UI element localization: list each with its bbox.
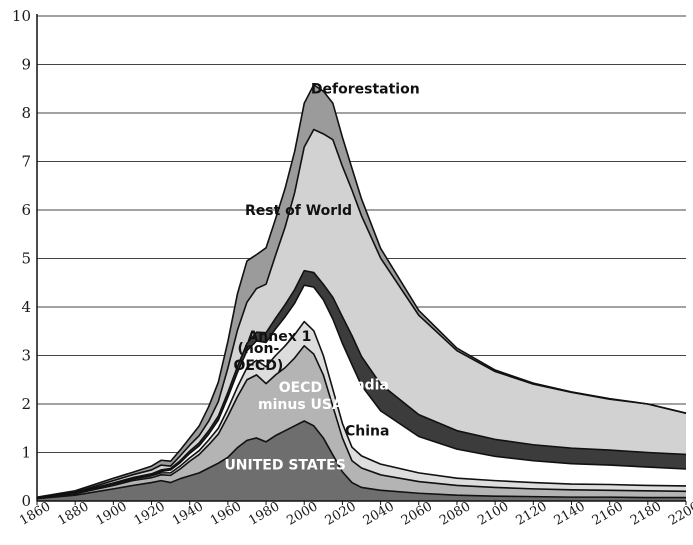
boundary-rest-of-world [36, 128, 687, 499]
y-tick-label-6: 6 [21, 201, 31, 219]
y-tick-label-9: 9 [21, 56, 31, 74]
x-tick-label-2180: 2180 [628, 499, 664, 529]
y-tick-label-1: 1 [21, 444, 31, 462]
y-tick-label-2: 2 [21, 395, 31, 413]
area-united-states [37, 420, 686, 501]
x-tick-label-1960: 1960 [208, 499, 244, 529]
series-label-rest-of-world: Rest of World [245, 203, 352, 219]
y-tick-label-4: 4 [21, 298, 31, 316]
series-label-deforestation: Deforestation [311, 82, 420, 98]
series-label-annex-1: Annex 1 [247, 329, 311, 345]
x-tick-label-2200: 2200 [666, 499, 693, 529]
series-label-india: India [349, 377, 388, 393]
area-oecd-minus-usa [37, 345, 686, 499]
area-rest-of-world [37, 129, 686, 499]
area-china [37, 285, 686, 499]
y-tick-label-5: 5 [21, 250, 31, 268]
x-tick-label-1880: 1880 [55, 499, 91, 529]
y-tick-label-0: 0 [21, 492, 31, 510]
series-label-oecd: OECD) [234, 358, 284, 374]
boundary-india [36, 269, 687, 499]
series-label-oecd: OECD [279, 380, 322, 396]
y-tick-label-3: 3 [21, 347, 31, 365]
y-tick-label-7: 7 [21, 153, 31, 171]
boundary-non-oecd [36, 320, 687, 499]
x-tick-label-2120: 2120 [513, 499, 549, 529]
x-tick-label-2060: 2060 [399, 499, 435, 529]
boundary-united-states [36, 420, 686, 500]
x-tick-label-1940: 1940 [170, 499, 206, 529]
y-tick-label-8: 8 [21, 104, 31, 122]
series-label-non: (non- [238, 341, 280, 357]
series-label-china: China [345, 424, 389, 440]
series-label-minus-usa: minus USA [258, 397, 343, 413]
series-label-united-states: UNITED STATES [224, 457, 345, 473]
x-tick-label-2160: 2160 [590, 499, 626, 529]
x-tick-label-2080: 2080 [437, 499, 473, 529]
x-tick-label-2040: 2040 [361, 499, 397, 529]
x-tick-label-2140: 2140 [552, 499, 588, 529]
x-tick-label-1920: 1920 [132, 499, 168, 529]
y-tick-label-10: 10 [12, 7, 31, 25]
boundary-oecd-minus-usa [36, 345, 687, 499]
x-tick-label-2020: 2020 [323, 499, 359, 529]
x-tick-label-2000: 2000 [284, 499, 320, 529]
boundary-china [36, 284, 687, 499]
x-tick-label-1900: 1900 [94, 499, 130, 529]
x-tick-label-1980: 1980 [246, 499, 282, 529]
boundary-deforestation [36, 84, 687, 498]
x-tick-label-2100: 2100 [475, 499, 511, 529]
